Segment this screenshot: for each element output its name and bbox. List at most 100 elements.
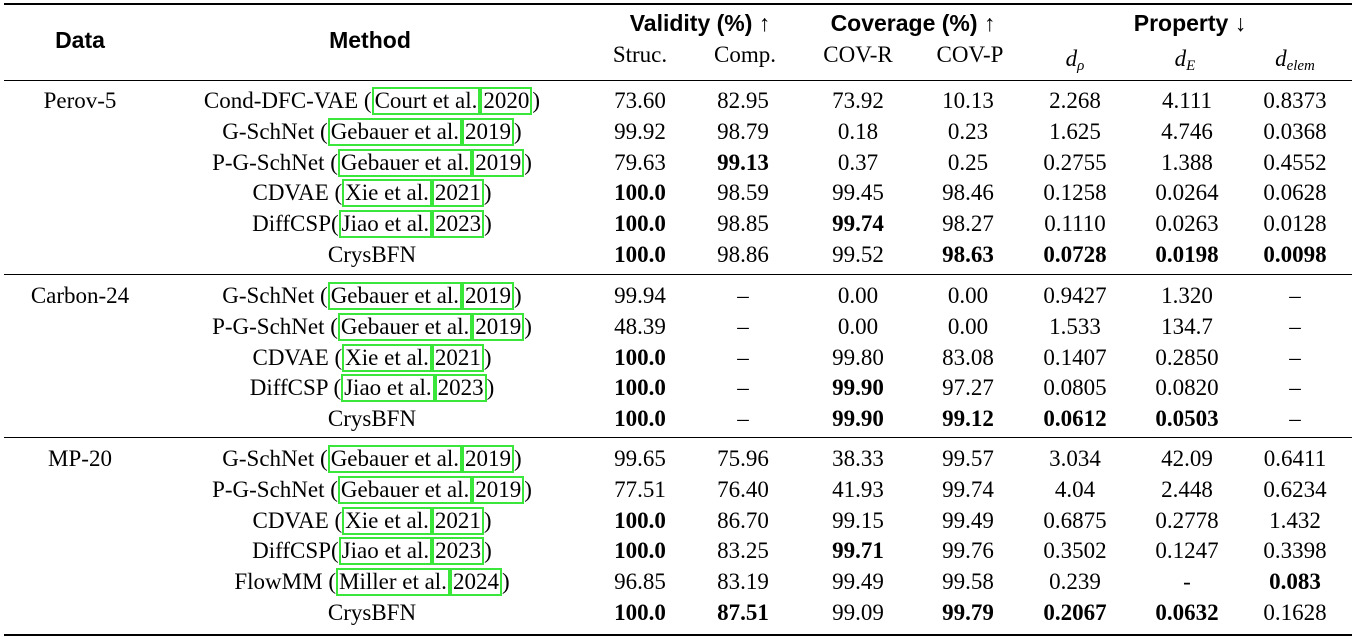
value-cell: 82.95	[717, 88, 769, 113]
citation-author-link[interactable]: Gebauer et al.	[337, 312, 473, 341]
value-cell: 0.0820	[1155, 375, 1219, 401]
value-cell: 0.6411	[1263, 446, 1327, 471]
paren-open: (	[324, 476, 338, 502]
citation-year-link[interactable]: 2024	[449, 568, 502, 597]
value-cell: 0.3502	[1043, 538, 1107, 564]
value-cell: 3.034	[1049, 446, 1101, 471]
value-cell: 99.71	[832, 538, 884, 564]
value-cell: 99.74	[832, 211, 884, 237]
citation-author-link[interactable]: Gebauer et al.	[337, 148, 473, 177]
citation-author-link[interactable]: Jiao et al.	[341, 374, 435, 403]
method-name: G-SchNet (Gebauer et al. 2019)	[142, 281, 602, 311]
citation-year-link[interactable]: 2021	[431, 506, 484, 535]
method-label: DiffCSP	[249, 375, 328, 401]
citation-author-link[interactable]: Gebauer et al.	[327, 117, 463, 146]
method-name: P-G-SchNet (Gebauer et al. 2019)	[142, 475, 602, 505]
value-cell: 99.52	[832, 242, 884, 267]
value-cell: 73.92	[832, 88, 884, 113]
method-label: G-SchNet	[222, 118, 315, 144]
value-cell: 1.388	[1161, 149, 1213, 175]
value-cell: –	[737, 313, 749, 339]
citation-year-link[interactable]: 2023	[434, 374, 487, 403]
value-cell: 99.92	[614, 118, 666, 144]
citation-year-link[interactable]: 2021	[431, 343, 484, 372]
method-name: CrysBFN	[142, 598, 602, 628]
citation-year-link[interactable]: 2023	[432, 537, 485, 566]
value-cell: 38.33	[832, 446, 884, 471]
value-cell: 0.6234	[1263, 476, 1327, 502]
citation-year-link[interactable]: 2019	[462, 445, 515, 473]
value-cell: 97.27	[942, 375, 994, 401]
citation-author-link[interactable]: Court et al.	[371, 87, 481, 115]
header-struc: Struc.	[612, 42, 668, 67]
value-cell: 0.6875	[1043, 507, 1107, 533]
header-cov-r: COV-R	[823, 42, 893, 67]
citation-year-link[interactable]: 2019	[472, 312, 525, 341]
citation-author-link[interactable]: Gebauer et al.	[327, 282, 463, 310]
value-cell: 77.51	[614, 476, 666, 502]
paren-close: )	[514, 283, 522, 308]
citation-author-link[interactable]: Jiao et al.	[338, 210, 433, 239]
value-cell: 100.0	[614, 375, 666, 401]
citation-author-link[interactable]: Gebauer et al.	[327, 445, 463, 473]
citation-author-link[interactable]: Miller et al.	[336, 568, 450, 597]
header-property: Property ↓	[1133, 10, 1247, 36]
citation-author-link[interactable]: Jiao et al.	[338, 537, 433, 566]
value-cell: 0.2067	[1043, 600, 1107, 625]
bottom-rule	[4, 634, 1352, 636]
citation-year-link[interactable]: 2019	[462, 282, 515, 310]
value-cell: 0.0805	[1043, 375, 1107, 401]
citation-year-link[interactable]: 2019	[472, 475, 525, 504]
citation-author-link[interactable]: Xie et al.	[342, 506, 432, 535]
method-label: G-SchNet	[222, 283, 315, 308]
paren-close: )	[483, 507, 492, 533]
value-cell: 0.3398	[1263, 538, 1327, 564]
paren-close: )	[532, 88, 541, 113]
value-cell: 73.60	[614, 88, 666, 113]
citation-author-link[interactable]: Xie et al.	[342, 179, 432, 208]
method-label: P-G-SchNet	[212, 476, 325, 502]
paren-open: (	[314, 446, 328, 471]
paren-close: )	[514, 118, 522, 144]
value-cell: 0.083	[1269, 569, 1321, 595]
citation-author-link[interactable]: Gebauer et al.	[337, 475, 473, 504]
value-cell: 0.0263	[1155, 211, 1219, 237]
value-cell: 99.90	[832, 406, 884, 432]
value-cell: 0.0503	[1155, 406, 1219, 432]
value-cell: 10.13	[942, 88, 994, 113]
citation-year-link[interactable]: 2023	[432, 210, 485, 239]
paren-open: (	[328, 507, 343, 533]
citation-year-link[interactable]: 2019	[462, 117, 515, 146]
value-cell: –	[737, 406, 749, 432]
value-cell: –	[1289, 283, 1301, 308]
value-cell: 0.239	[1049, 569, 1101, 595]
citation-author-link[interactable]: Xie et al.	[342, 343, 432, 372]
citation-year-link[interactable]: 2021	[431, 179, 484, 208]
value-cell: 0.0728	[1043, 242, 1107, 267]
method-label: G-SchNet	[222, 446, 315, 471]
value-cell: 99.58	[942, 569, 994, 595]
header-rule	[4, 80, 1352, 81]
value-cell: 79.63	[614, 149, 666, 175]
paren-open: (	[328, 180, 343, 206]
citation-year-link[interactable]: 2020	[480, 87, 533, 115]
citation-year-link[interactable]: 2019	[472, 148, 525, 177]
method-label: CrysBFN	[327, 242, 417, 267]
header-cov-p: COV-P	[936, 42, 1004, 67]
method-name: CDVAE (Xie et al. 2021)	[142, 506, 602, 536]
paren-close: )	[524, 149, 532, 175]
value-cell: 100.0	[614, 538, 666, 564]
value-cell: 0.4552	[1263, 149, 1327, 175]
value-cell: 1.432	[1269, 507, 1321, 533]
value-cell: 99.74	[942, 476, 994, 502]
value-cell: 0.23	[947, 118, 989, 144]
value-cell: 98.86	[717, 242, 769, 267]
value-cell: 1.320	[1161, 283, 1213, 308]
method-label: Cond-DFC-VAE	[203, 88, 359, 113]
paren-open: (	[324, 149, 338, 175]
value-cell: 0.0628	[1263, 180, 1327, 206]
value-cell: 99.65	[614, 446, 666, 471]
value-cell: 100.0	[614, 406, 666, 432]
header-d-e: dE	[1174, 46, 1196, 74]
